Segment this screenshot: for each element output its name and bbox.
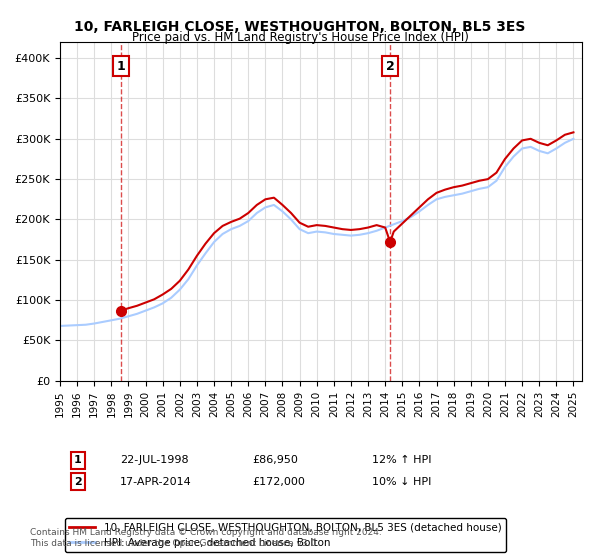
Text: 10% ↓ HPI: 10% ↓ HPI [372, 477, 431, 487]
Text: Contains HM Land Registry data © Crown copyright and database right 2024.
This d: Contains HM Land Registry data © Crown c… [30, 528, 382, 548]
Text: 10, FARLEIGH CLOSE, WESTHOUGHTON, BOLTON, BL5 3ES: 10, FARLEIGH CLOSE, WESTHOUGHTON, BOLTON… [74, 20, 526, 34]
Text: £172,000: £172,000 [252, 477, 305, 487]
Text: £86,950: £86,950 [252, 455, 298, 465]
Legend: 10, FARLEIGH CLOSE, WESTHOUGHTON, BOLTON, BL5 3ES (detached house), HPI: Average: 10, FARLEIGH CLOSE, WESTHOUGHTON, BOLTON… [65, 518, 506, 552]
Text: 1: 1 [74, 455, 82, 465]
Text: 22-JUL-1998: 22-JUL-1998 [120, 455, 188, 465]
Text: 12% ↑ HPI: 12% ↑ HPI [372, 455, 431, 465]
Text: Price paid vs. HM Land Registry's House Price Index (HPI): Price paid vs. HM Land Registry's House … [131, 31, 469, 44]
Text: 1: 1 [116, 60, 125, 73]
Text: 2: 2 [74, 477, 82, 487]
Text: 17-APR-2014: 17-APR-2014 [120, 477, 192, 487]
Text: 2: 2 [386, 60, 395, 73]
